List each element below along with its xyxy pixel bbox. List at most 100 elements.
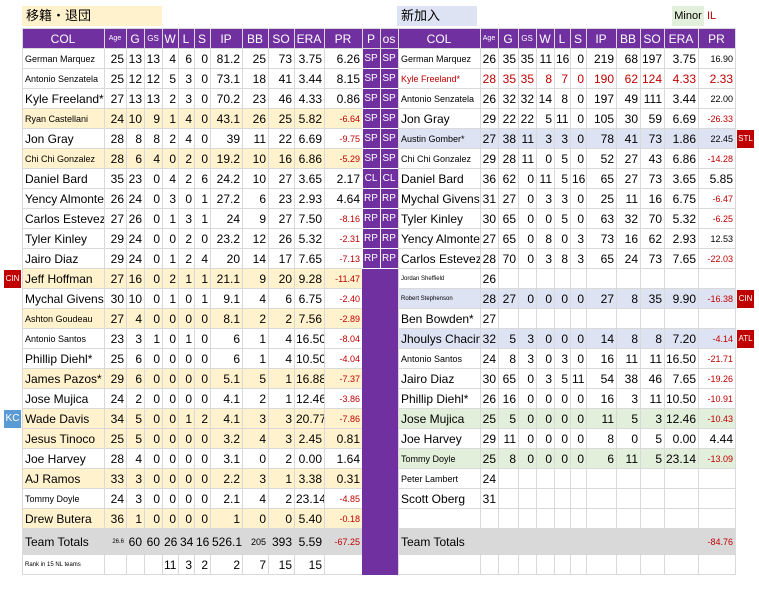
stat-g: 35	[498, 48, 519, 69]
total-l	[554, 554, 571, 575]
stat-era: 10.50	[294, 348, 325, 369]
stat-ip: 14	[586, 328, 617, 349]
stat-w: 3	[536, 248, 555, 269]
stat-pr: 1.64	[324, 448, 363, 469]
position-cell	[380, 408, 399, 429]
column-header: G	[498, 28, 519, 49]
stat-ip: 52	[586, 148, 617, 169]
stat-l: 0	[178, 188, 195, 209]
stat-ip: 63	[586, 208, 617, 229]
stat-gs: 13	[144, 88, 163, 109]
stat-bb: 68	[616, 48, 641, 69]
stat-pr: 0.31	[324, 468, 363, 489]
player-row: Carlos Estevez 27 26 0 1 3 1 24 9 27 7.50 -8.16	[22, 208, 363, 229]
stat-pr: -2.89	[324, 308, 363, 329]
stat-s: 0	[194, 428, 211, 449]
column-header: COL	[398, 28, 481, 49]
player-name: Jesus Tinoco	[22, 428, 105, 449]
stat-bb: 1	[242, 328, 269, 349]
stat-ip: 81.2	[210, 48, 243, 69]
stat-bb: 26	[242, 108, 269, 129]
stat-pr: -10.43	[698, 408, 736, 429]
stat-gs: 11	[518, 128, 537, 149]
stat-g: 24	[126, 228, 145, 249]
stat-s: 0	[570, 208, 587, 229]
stat-g: 28	[498, 148, 519, 169]
team-tag: CIN	[4, 269, 21, 288]
stat-gs: 0	[144, 168, 163, 189]
stat-g: 11	[498, 428, 519, 449]
stat-gs: 0	[144, 388, 163, 409]
stat-ip	[586, 468, 617, 489]
player-name: Antonio Santos	[398, 348, 481, 369]
stat-age: 24	[104, 488, 127, 509]
stat-pr: -10.91	[698, 388, 736, 409]
position-cell: SP	[380, 128, 399, 149]
position-cell	[362, 488, 381, 509]
stat-bb: 4	[242, 288, 269, 309]
column-header: Age	[104, 28, 127, 49]
total-ip: 526.1	[210, 528, 243, 555]
stat-so: 23	[268, 188, 295, 209]
stat-pr: 5.85	[698, 168, 736, 189]
position-cell: RP	[362, 248, 381, 269]
stat-g: 22	[498, 108, 519, 129]
stat-w: 3	[536, 128, 555, 149]
stat-bb: 41	[616, 128, 641, 149]
player-name: Jordan Sheffield	[398, 268, 481, 289]
stat-gs: 0	[518, 288, 537, 309]
total-gs: 60	[144, 528, 163, 555]
stat-ip	[586, 508, 617, 529]
stat-bb: 0	[616, 428, 641, 449]
stat-g: 8	[498, 448, 519, 469]
position-cell: SP	[362, 128, 381, 149]
stat-gs: 0	[144, 348, 163, 369]
column-header: ERA	[294, 28, 325, 49]
column-header: GS	[518, 28, 537, 49]
stat-so: 43	[640, 148, 665, 169]
player-name: Chi Chi Gonzalez	[398, 148, 481, 169]
position-cell	[380, 268, 399, 289]
stat-pr: -19.26	[698, 368, 736, 389]
total-age: 26.6	[104, 528, 127, 555]
stat-so: 5	[640, 448, 665, 469]
stat-gs: 9	[144, 108, 163, 129]
stat-s	[570, 508, 587, 529]
stat-pr: 4.64	[324, 188, 363, 209]
player-row: Joe Harvey 28 4 0 0 0 0 3.1 0 2 0.00 1.64	[22, 448, 363, 469]
stat-g: 10	[126, 288, 145, 309]
stat-pr: 22.00	[698, 88, 736, 109]
stat-gs	[518, 268, 537, 289]
stat-gs: 3	[518, 328, 537, 349]
stat-age: 26	[104, 188, 127, 209]
player-row: Wade Davis 34 5 0 0 1 2 4.1 3 3 20.77 -7.86	[22, 408, 363, 429]
total-l: 3	[178, 554, 195, 575]
stat-g: 38	[498, 128, 519, 149]
player-name: Joe Harvey	[398, 428, 481, 449]
stat-s: 0	[194, 508, 211, 529]
stat-g: 13	[126, 88, 145, 109]
stat-ip: 2.1	[210, 488, 243, 509]
player-row: Jordan Sheffield 26	[398, 268, 736, 289]
player-row: Jairo Diaz 30 65 0 3 5 11 54 38 46 7.65 -19.26	[398, 368, 736, 389]
stat-era: 3.65	[664, 168, 699, 189]
stat-age: 30	[480, 208, 499, 229]
player-name: Daniel Bard	[398, 168, 481, 189]
stat-g: 62	[498, 168, 519, 189]
stat-l: 0	[178, 308, 195, 329]
stat-era: 3.65	[294, 168, 325, 189]
column-header: IP	[586, 28, 617, 49]
position-cell: SP	[362, 68, 381, 89]
stat-g	[498, 308, 519, 329]
stat-so: 41	[268, 68, 295, 89]
stat-bb: 30	[616, 108, 641, 129]
position-cell	[362, 448, 381, 469]
stat-bb: 8	[616, 288, 641, 309]
stat-pr: -4.04	[324, 348, 363, 369]
stat-pr: 8.15	[324, 68, 363, 89]
stat-w	[536, 508, 555, 529]
position-cell	[380, 308, 399, 329]
total-w	[536, 528, 555, 555]
stat-age: 27	[104, 268, 127, 289]
stat-w: 2	[162, 88, 179, 109]
